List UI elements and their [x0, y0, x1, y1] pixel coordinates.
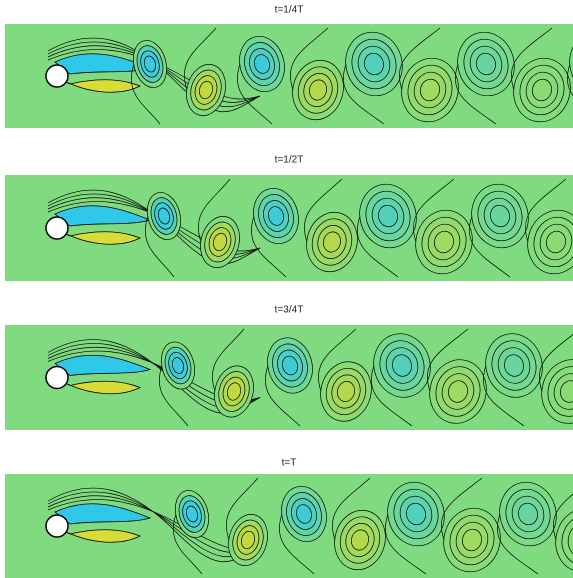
vortex-tail — [343, 63, 385, 125]
contour-panel — [5, 325, 573, 430]
contour-panel — [5, 175, 573, 281]
vortex-contour — [213, 232, 227, 252]
contour-panel — [5, 474, 573, 578]
contour-panel — [5, 24, 573, 128]
panel-title: t=1/4T — [275, 5, 304, 16]
vortex-tail — [385, 513, 427, 575]
vortex-contour — [337, 381, 355, 402]
vortex-contour — [518, 502, 538, 526]
vortex-tail — [145, 215, 175, 278]
contour-line — [47, 49, 261, 100]
vortex-tail — [483, 365, 525, 427]
cylinder — [45, 365, 69, 390]
vortex-tail — [553, 493, 573, 541]
cylinder — [45, 64, 69, 88]
wake-lower — [61, 380, 141, 395]
wake-lower — [61, 529, 141, 543]
vortex-contour — [157, 207, 171, 225]
vortex-tail — [237, 63, 273, 125]
vortex-tail — [131, 63, 161, 125]
vortex-tail — [198, 178, 231, 243]
vortex-contour — [185, 505, 199, 523]
vortex-contour — [227, 382, 241, 401]
panel-title: t=T — [282, 458, 297, 469]
vortex-contour — [392, 354, 412, 377]
vortex-tail — [511, 27, 553, 91]
vortex-tail — [212, 328, 245, 392]
vortex-tail — [427, 328, 469, 392]
wake-upper — [54, 354, 152, 376]
vortex-tail — [265, 365, 301, 427]
vortex-tail — [455, 63, 497, 125]
vortex-contour — [296, 504, 312, 524]
vortex-contour — [420, 78, 440, 102]
panel-title: t=3/4T — [275, 305, 304, 316]
wake-lower — [61, 79, 141, 93]
vortex-tail — [371, 365, 413, 427]
contour-line — [47, 45, 261, 103]
vortex-contour — [567, 521, 573, 559]
vortex-contour — [309, 79, 327, 101]
vortex-contour — [504, 354, 524, 377]
wake-lower — [61, 231, 141, 245]
vortex-tail — [567, 63, 573, 96]
vortex-tail — [357, 215, 399, 278]
cylinder — [45, 514, 69, 538]
vortex-contour — [351, 529, 369, 551]
vortex-tail — [304, 178, 343, 243]
vortex-tail — [173, 513, 203, 575]
vortex-contour — [171, 357, 185, 374]
vortex-contour — [448, 380, 468, 403]
vortex-contour — [462, 528, 482, 552]
vortex-contour — [241, 530, 255, 550]
vortex-contour — [364, 52, 384, 76]
vortex-tail — [318, 328, 357, 392]
vortex-contour — [532, 78, 552, 102]
vortex-tail — [159, 365, 189, 427]
vortex-tail — [441, 477, 483, 541]
vortex-contour — [282, 355, 298, 376]
vortex-contour — [254, 54, 270, 74]
vortex-contour — [490, 204, 510, 228]
panel-title: t=1/2T — [275, 155, 304, 166]
vortex-tail — [184, 27, 217, 91]
vortex-contour — [546, 230, 566, 254]
vortex-tail — [279, 513, 315, 575]
vortex-contour — [569, 31, 573, 97]
vortex-tail — [497, 513, 539, 575]
vortex-tail — [290, 27, 329, 91]
vortex-contour — [378, 204, 398, 228]
vortex-tail — [469, 215, 511, 278]
cylinder — [45, 216, 69, 240]
wake-upper — [54, 503, 152, 525]
vortex-contour — [143, 55, 157, 73]
vortex-tail — [226, 477, 259, 541]
vortex-contour — [476, 52, 496, 76]
contour-line — [47, 41, 261, 108]
vortex-contour — [268, 206, 284, 226]
vortex-contour — [323, 231, 341, 253]
vortex-tail — [525, 178, 567, 243]
vortex-contour — [406, 502, 426, 526]
vortex-contour — [199, 80, 213, 100]
vortex-tail — [539, 334, 573, 392]
vortex-contour — [434, 230, 454, 254]
vortex-tail — [399, 27, 441, 91]
contour-line — [47, 37, 261, 112]
vortex-tail — [251, 215, 287, 278]
vortex-tail — [332, 477, 371, 541]
vortex-tail — [413, 178, 455, 243]
